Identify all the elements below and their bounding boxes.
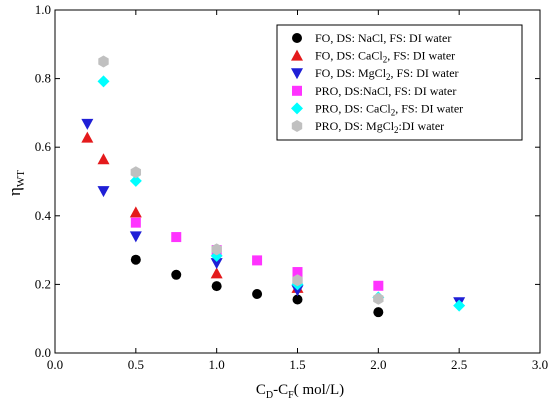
legend-label: FO, DS: MgCl2, FS: DI water [315,66,459,82]
legend: FO, DS: NaCl, FS: DI water FO, DS: CaCl2,… [276,24,523,141]
x-tick-label: 1.0 [209,357,225,372]
data-point [171,269,182,280]
y-tick-label: 0.6 [35,139,52,154]
data-point [97,153,110,165]
legend-marker [291,102,303,115]
legend-marker [291,68,303,80]
data-point [210,258,223,270]
legend-marker [291,49,303,61]
data-point [292,267,303,278]
data-point [129,174,142,187]
data-point [252,255,263,266]
data-point [129,206,142,218]
data-point [171,232,182,243]
data-point [292,294,303,305]
data-point [373,292,384,305]
legend-label: FO, DS: CaCl2, FS: DI water [315,49,455,65]
legend-label: FO, DS: NaCl, FS: DI water [315,31,451,45]
data-point [453,299,466,312]
x-tick-label: 0.5 [128,357,144,372]
data-point [129,231,142,243]
x-tick-label: 1.5 [289,357,305,372]
data-point [291,285,304,297]
data-point [373,307,384,318]
data-point [211,243,222,256]
series-4 [130,217,384,291]
y-tick-label: 1.0 [35,2,51,17]
data-point [373,280,384,291]
tick-labels: 0.0 0.5 1.0 1.5 2.0 2.5 3.0 0.0 0.2 0.4 0.6 0.8 1.0 [35,2,548,372]
y-tick-label: 0.0 [35,345,51,360]
data-points [81,55,466,318]
data-point [292,274,303,287]
data-point [130,166,142,179]
data-point [252,289,263,300]
y-tick-label: 0.8 [35,71,51,86]
data-point [97,186,110,198]
series-6 [98,55,384,305]
data-point [97,75,110,88]
series-1 [130,254,384,318]
data-point [81,131,94,143]
y-axis-label: ηWT [5,170,27,196]
legend-marker [292,85,302,96]
legend-label: PRO, DS:NaCl, FS: DI water [315,84,456,98]
legend-marker [292,33,302,43]
series-2 [81,131,304,293]
legend-marker [291,120,303,132]
x-tick-label: 0.0 [47,357,63,372]
legend-box [276,24,523,141]
x-axis-label: CD-CF( mol/L) [256,382,344,401]
data-point [81,118,94,130]
legend-label: PRO, DS: MgCl2:DI water [315,119,444,135]
y-tick-label: 0.2 [35,276,51,291]
x-tick-label: 2.0 [370,357,386,372]
data-point [210,267,223,279]
axis-ticks [54,9,541,354]
x-tick-label: 2.5 [451,357,467,372]
data-point [130,254,141,265]
data-point [130,217,141,228]
data-point [98,55,109,68]
data-point [211,281,222,292]
y-tick-label: 0.4 [35,208,52,223]
x-tick-label: 3.0 [532,357,548,372]
legend-label: PRO, DS: CaCl2, FS: DI water [315,101,463,117]
